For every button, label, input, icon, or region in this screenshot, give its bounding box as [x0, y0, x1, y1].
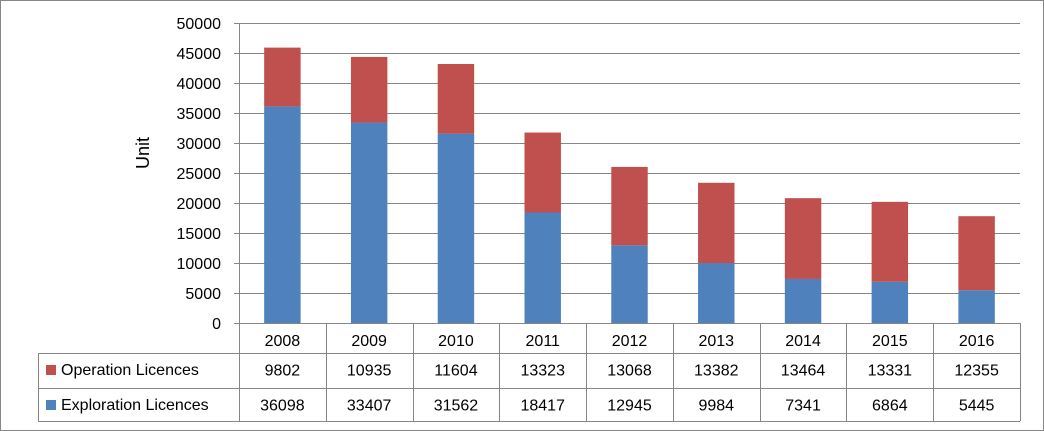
data-table-value: 13464 — [781, 363, 826, 380]
data-table-value: 13331 — [868, 363, 913, 380]
data-table-value: 33407 — [347, 398, 392, 415]
y-tick-label: 40000 — [177, 76, 222, 93]
y-tick-label: 30000 — [177, 136, 222, 153]
x-tick-label: 2009 — [351, 333, 387, 350]
bar-exploration-licences-2015 — [871, 281, 909, 323]
data-table-value: 6864 — [872, 398, 908, 415]
data-table-value: 5445 — [959, 398, 995, 415]
data-table: 2008 2009 2010 2011 2012 2013 2014 2015 2016 Oper… — [38, 323, 1021, 422]
legend-swatch-exploration-licences — [46, 400, 56, 410]
y-tick-label: 10000 — [177, 256, 222, 273]
x-tick-label: 2016 — [959, 333, 995, 350]
bar-exploration-licences-2014 — [784, 278, 822, 323]
data-table-value: 11604 — [434, 363, 477, 380]
bar-operation-licences-2011 — [524, 132, 561, 213]
legend-label-operation-licences: Operation Licences — [61, 362, 199, 379]
bar-operation-licences-2008 — [264, 47, 301, 107]
bar-operation-licences-2012 — [611, 166, 648, 246]
data-table-value: 10935 — [347, 363, 392, 380]
bar-operation-licences-2015 — [871, 201, 909, 282]
y-axis-title: Unit — [133, 137, 153, 169]
x-tick-label: 2008 — [265, 333, 301, 350]
data-table-value: 36098 — [260, 398, 305, 415]
bars — [264, 47, 995, 323]
data-table-value: 9802 — [265, 363, 301, 380]
bar-exploration-licences-2016 — [958, 290, 995, 323]
x-tick-label: 2013 — [698, 333, 734, 350]
data-table-value: 7341 — [785, 398, 821, 415]
bar-operation-licences-2010 — [437, 64, 475, 134]
data-table-value: 12945 — [607, 398, 652, 415]
y-tick-label: 0 — [212, 316, 221, 333]
data-table-value: 13382 — [694, 363, 739, 380]
data-table-value: 13323 — [520, 363, 565, 380]
bar-exploration-licences-2013 — [698, 263, 735, 323]
bar-exploration-licences-2009 — [350, 122, 388, 323]
y-tick-label: 15000 — [177, 226, 222, 243]
bar-operation-licences-2013 — [698, 182, 735, 264]
bar-operation-licences-2016 — [958, 216, 995, 291]
data-table-value: 9984 — [698, 398, 734, 415]
x-tick-label: 2011 — [526, 333, 561, 350]
data-table-value: 13068 — [607, 363, 652, 380]
y-tick-label: 25000 — [177, 166, 222, 183]
y-tick-label: 45000 — [177, 46, 222, 63]
data-table-value: 12355 — [954, 363, 999, 380]
data-table-value: 18417 — [520, 398, 565, 415]
y-tick-label: 35000 — [177, 106, 222, 123]
x-tick-label: 2012 — [612, 333, 648, 350]
x-tick-label: 2010 — [438, 333, 474, 350]
x-tick-label: 2014 — [785, 333, 821, 350]
bar-operation-licences-2014 — [784, 198, 822, 279]
bar-exploration-licences-2011 — [524, 212, 561, 323]
bar-exploration-licences-2012 — [611, 245, 648, 323]
bar-operation-licences-2009 — [350, 56, 388, 123]
y-axis-ticks: 0 5000 10000 15000 20000 25000 30000 35000 40000… — [177, 16, 222, 333]
y-tick-label: 20000 — [177, 196, 222, 213]
x-tick-label: 2015 — [872, 333, 908, 350]
y-tick-label: 50000 — [177, 16, 222, 33]
y-tick-label: 5000 — [185, 286, 221, 303]
bar-exploration-licences-2008 — [264, 106, 301, 323]
legend-swatch-operation-licences — [46, 365, 56, 375]
data-table-value: 31562 — [434, 398, 479, 415]
legend-label-exploration-licences: Exploration Licences — [61, 397, 209, 414]
bar-exploration-licences-2010 — [437, 133, 475, 323]
